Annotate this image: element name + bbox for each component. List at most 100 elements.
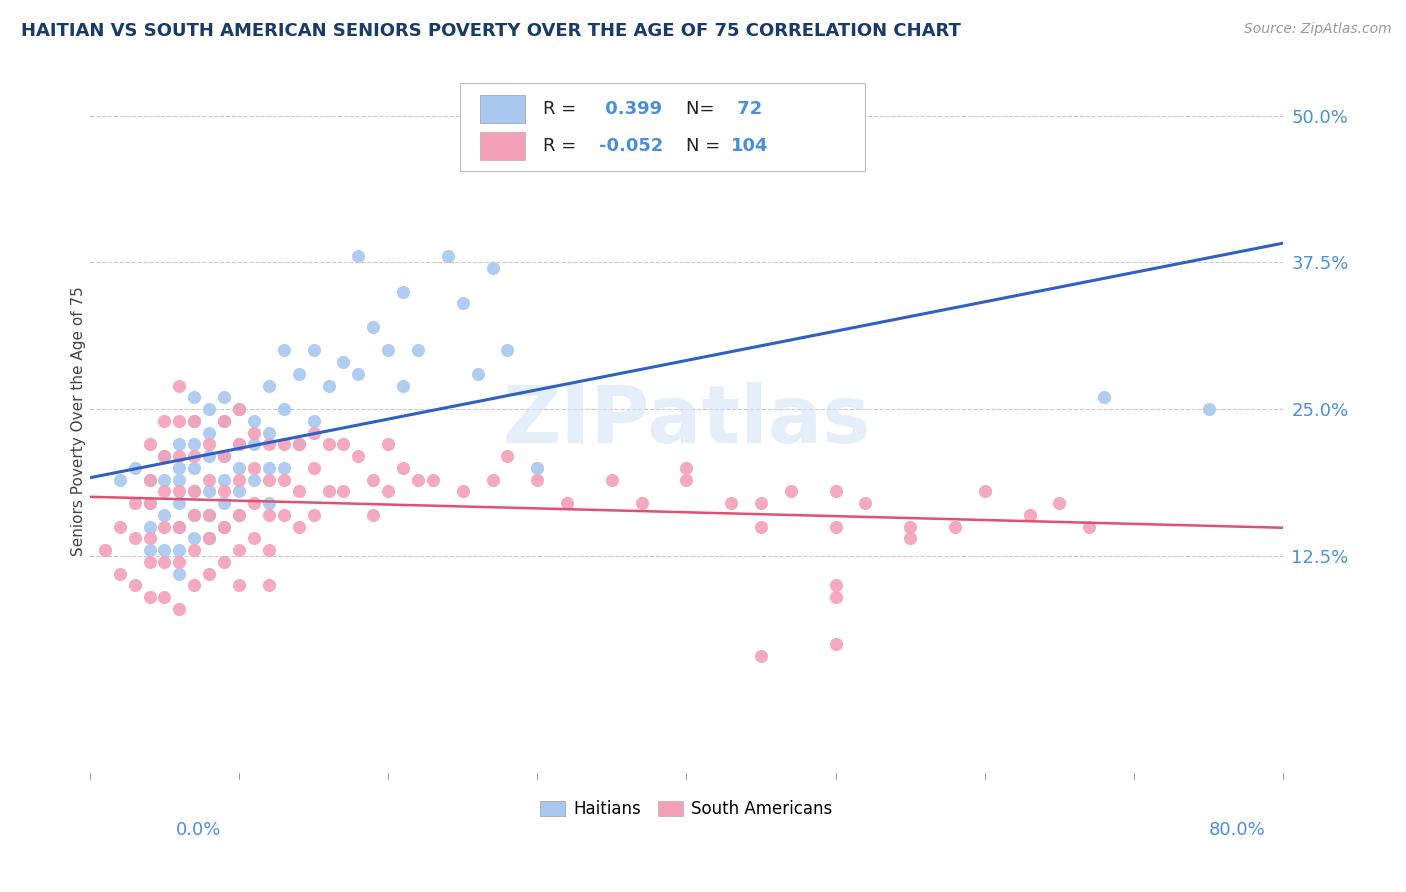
Point <box>169 566 191 581</box>
Point <box>228 508 250 522</box>
Point <box>287 484 309 499</box>
Point <box>228 543 250 558</box>
Point <box>138 496 160 510</box>
Point <box>169 519 191 533</box>
Point <box>302 508 325 522</box>
Point <box>228 437 250 451</box>
Point <box>243 473 266 487</box>
Point <box>361 320 384 334</box>
Point <box>675 473 697 487</box>
Point <box>481 473 503 487</box>
Point <box>183 391 205 405</box>
Point <box>780 484 803 499</box>
Point <box>108 566 131 581</box>
Point <box>153 484 176 499</box>
Point <box>377 484 399 499</box>
Point <box>124 578 146 592</box>
Point <box>183 414 205 428</box>
Point <box>943 519 966 533</box>
Point <box>153 543 176 558</box>
Point <box>630 496 652 510</box>
Point <box>138 496 160 510</box>
Point <box>153 555 176 569</box>
Point <box>347 250 370 264</box>
Point <box>198 449 221 463</box>
Text: R =: R = <box>543 100 582 118</box>
Point <box>228 473 250 487</box>
Point <box>257 461 280 475</box>
Point <box>287 367 309 381</box>
Point <box>169 449 191 463</box>
Point <box>212 414 235 428</box>
Point <box>183 532 205 546</box>
Point <box>228 461 250 475</box>
Point <box>481 261 503 276</box>
Point <box>138 519 160 533</box>
Point <box>138 591 160 605</box>
Point <box>124 532 146 546</box>
Point <box>392 378 415 392</box>
Point <box>169 602 191 616</box>
Point <box>228 578 250 592</box>
Point <box>212 449 235 463</box>
Point <box>332 355 354 369</box>
Point <box>1198 402 1220 417</box>
Point <box>108 473 131 487</box>
Point <box>243 461 266 475</box>
Text: N=: N= <box>686 100 721 118</box>
Text: Source: ZipAtlas.com: Source: ZipAtlas.com <box>1244 22 1392 37</box>
Point <box>824 484 846 499</box>
Point <box>749 496 772 510</box>
Point <box>855 496 877 510</box>
Point <box>198 473 221 487</box>
Point <box>212 414 235 428</box>
Point <box>824 519 846 533</box>
Point <box>183 414 205 428</box>
Point <box>318 378 340 392</box>
Point <box>198 508 221 522</box>
FancyBboxPatch shape <box>460 83 866 170</box>
Point <box>257 496 280 510</box>
Point <box>824 637 846 651</box>
Point <box>124 496 146 510</box>
Point <box>273 402 295 417</box>
Point <box>898 519 921 533</box>
Text: 0.0%: 0.0% <box>176 821 221 838</box>
Point <box>1047 496 1070 510</box>
Point <box>183 508 205 522</box>
Point <box>183 578 205 592</box>
FancyBboxPatch shape <box>479 132 526 161</box>
Point <box>183 484 205 499</box>
Point <box>169 414 191 428</box>
Point <box>257 378 280 392</box>
Point <box>228 402 250 417</box>
Text: 0.399: 0.399 <box>599 100 662 118</box>
Point <box>406 473 429 487</box>
Point <box>273 508 295 522</box>
Point <box>257 578 280 592</box>
Point <box>332 484 354 499</box>
Point <box>212 555 235 569</box>
Point <box>198 566 221 581</box>
Point <box>257 473 280 487</box>
Point <box>198 425 221 440</box>
Point <box>198 532 221 546</box>
Point <box>257 425 280 440</box>
Point <box>198 484 221 499</box>
Point <box>228 402 250 417</box>
Point <box>212 519 235 533</box>
Point <box>153 449 176 463</box>
Point <box>228 508 250 522</box>
Point <box>287 437 309 451</box>
Point <box>138 543 160 558</box>
Point <box>169 496 191 510</box>
Point <box>898 532 921 546</box>
Point <box>347 367 370 381</box>
Point <box>169 378 191 392</box>
Point <box>243 496 266 510</box>
Point <box>273 473 295 487</box>
Point <box>302 425 325 440</box>
Point <box>467 367 489 381</box>
Point <box>824 591 846 605</box>
Point <box>243 532 266 546</box>
